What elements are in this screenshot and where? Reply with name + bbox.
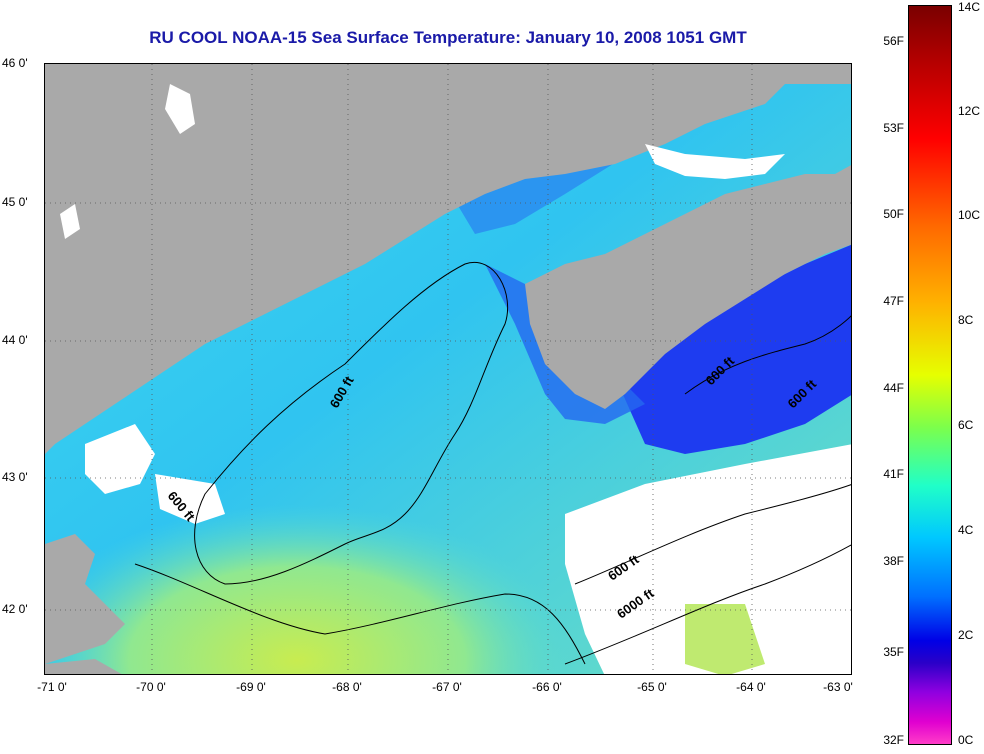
- lon-tick-label: -63 0': [823, 680, 853, 694]
- colorbar-fahrenheit-label: 32F: [883, 733, 904, 747]
- temperature-colorbar: [908, 5, 952, 745]
- lon-tick-label: -69 0': [236, 680, 266, 694]
- lon-tick-label: -66 0': [532, 680, 562, 694]
- sst-map: 600 ft 600 ft 600 ft 600 ft 600 ft 6000 …: [44, 63, 852, 675]
- colorbar-celsius-label: 10C: [958, 208, 981, 222]
- sst-map-canvas: 600 ft 600 ft 600 ft 600 ft 600 ft 6000 …: [45, 64, 851, 674]
- graticule: [45, 64, 851, 674]
- contour-600ft-scotian: [684, 315, 851, 395]
- colorbar-fahrenheit-label: 53F: [883, 121, 904, 135]
- colorbar-celsius-label: 14C: [958, 0, 981, 14]
- lat-tick-label: 44 0': [2, 333, 28, 347]
- map-title: RU COOL NOAA-15 Sea Surface Temperature:…: [149, 28, 747, 47]
- colorbar-celsius-label: 12C: [958, 104, 981, 118]
- colorbar-fahrenheit-label: 50F: [883, 207, 904, 221]
- land-southern-coast: [45, 659, 122, 674]
- lon-tick-label: -68 0': [332, 680, 362, 694]
- cloud-patch: [60, 204, 80, 239]
- lat-tick-label: 42 0': [2, 602, 28, 616]
- cloud-bank-southeast: [565, 444, 851, 674]
- lon-tick-label: -70 0': [136, 680, 166, 694]
- colorbar-fahrenheit-label: 38F: [883, 554, 904, 568]
- colorbar-fahrenheit-label: 35F: [883, 645, 904, 659]
- lon-tick-label: -64 0': [736, 680, 766, 694]
- colorbar-fahrenheit-label: 44F: [883, 381, 904, 395]
- contour-600ft-georges: [194, 261, 509, 585]
- warm-patch-southeast: [685, 604, 765, 674]
- lon-tick-label: -71 0': [37, 680, 67, 694]
- colorbar-celsius-label: 0C: [958, 733, 974, 747]
- lat-tick-label: 46 0': [2, 56, 28, 70]
- land-nova-scotia: [525, 165, 851, 409]
- colorbar-celsius-label: 4C: [958, 523, 974, 537]
- lon-tick-label: -67 0': [432, 680, 462, 694]
- colorbar-celsius-label: 8C: [958, 313, 974, 327]
- warm-water-region: [45, 364, 605, 674]
- lon-tick-label: -65 0': [637, 680, 667, 694]
- contour-600ft-shelf-edge: [574, 484, 851, 585]
- cloud-patch: [645, 144, 785, 179]
- colorbar-fahrenheit-label: 41F: [883, 467, 904, 481]
- cloud-patch: [165, 84, 195, 134]
- colorbar-fahrenheit-label: 56F: [883, 34, 904, 48]
- colorbar-celsius-label: 2C: [958, 628, 974, 642]
- cloud-patch: [85, 424, 155, 494]
- cloud-patch: [155, 474, 225, 524]
- land-new-england: [45, 64, 851, 454]
- colorbar-fahrenheit-label: 47F: [883, 294, 904, 308]
- lat-tick-label: 45 0': [2, 195, 28, 209]
- contour-6000ft: [564, 544, 851, 665]
- lat-tick-label: 43 0': [2, 470, 28, 484]
- cold-water-scotian-shelf: [605, 244, 851, 454]
- colorbar-celsius-label: 6C: [958, 418, 974, 432]
- land-cape-cod: [45, 534, 125, 664]
- contour-600ft-south: [134, 563, 586, 665]
